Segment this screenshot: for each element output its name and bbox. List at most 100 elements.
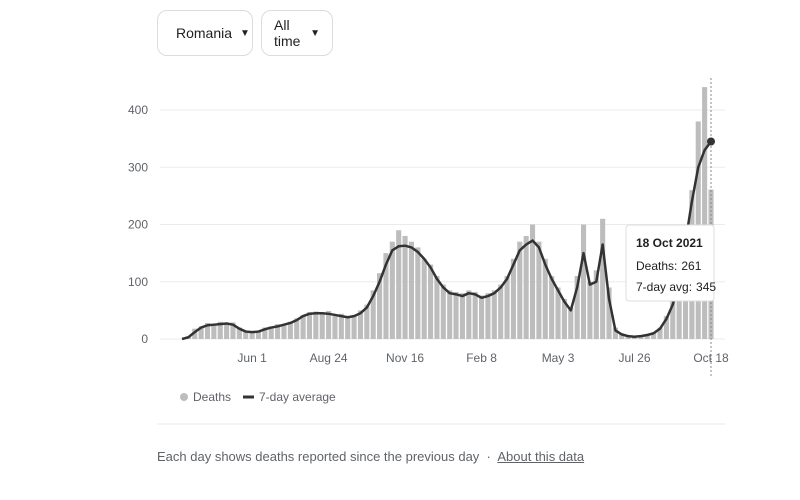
bar bbox=[561, 298, 567, 339]
y-tick-label: 300 bbox=[128, 160, 148, 174]
bar bbox=[428, 264, 434, 339]
y-tick-label: 200 bbox=[128, 218, 148, 232]
bar bbox=[421, 258, 427, 339]
y-tick-label: 400 bbox=[128, 103, 148, 117]
y-tick-label: 0 bbox=[141, 332, 148, 346]
bar bbox=[357, 310, 364, 339]
bar bbox=[593, 270, 599, 339]
bar bbox=[657, 327, 663, 339]
tooltip-avg-value: 345 bbox=[696, 280, 716, 294]
bar bbox=[459, 293, 465, 339]
country-dropdown[interactable]: Romania ▼ bbox=[157, 10, 253, 56]
x-tick-label: Jun 1 bbox=[237, 351, 267, 365]
bar bbox=[651, 332, 657, 339]
bar bbox=[408, 241, 414, 339]
tooltip-deaths: Deaths: 261 bbox=[636, 259, 702, 273]
bar bbox=[663, 316, 669, 339]
bar bbox=[332, 316, 338, 339]
bar bbox=[326, 310, 332, 339]
bar bbox=[249, 330, 255, 339]
bar bbox=[243, 332, 249, 339]
x-tick-label: Nov 16 bbox=[386, 351, 424, 365]
bar bbox=[217, 321, 223, 339]
bar bbox=[702, 87, 708, 339]
bar bbox=[568, 307, 574, 339]
legend-label: Deaths bbox=[193, 390, 231, 404]
bar bbox=[580, 224, 587, 339]
bar bbox=[536, 241, 542, 339]
bar bbox=[389, 241, 395, 339]
bar bbox=[204, 322, 211, 339]
bar bbox=[211, 325, 217, 339]
bar bbox=[268, 326, 274, 339]
bar bbox=[676, 276, 682, 339]
tooltip-avg: 7-day avg: 345 bbox=[636, 280, 716, 294]
bar bbox=[255, 332, 262, 339]
bar bbox=[510, 258, 516, 339]
bar bbox=[555, 287, 561, 339]
bar bbox=[351, 314, 357, 339]
bar bbox=[447, 290, 453, 339]
bar bbox=[275, 324, 281, 339]
x-tick-label: Aug 24 bbox=[310, 351, 348, 365]
bar bbox=[262, 327, 268, 339]
tooltip-avg-label: 7-day avg: bbox=[636, 280, 692, 294]
bar bbox=[517, 241, 523, 339]
x-tick-label: Jul 26 bbox=[619, 351, 651, 365]
bar bbox=[619, 333, 625, 339]
bar bbox=[644, 334, 650, 339]
bar bbox=[434, 276, 440, 339]
bar bbox=[383, 253, 389, 339]
x-tick-label: May 3 bbox=[542, 351, 575, 365]
footer: Each day shows deaths reported since the… bbox=[157, 449, 585, 464]
bar bbox=[542, 258, 548, 339]
country-label: Romania bbox=[176, 25, 233, 41]
bar bbox=[529, 224, 536, 339]
bar bbox=[498, 284, 504, 339]
hover-dot bbox=[707, 137, 715, 146]
bar bbox=[574, 276, 580, 339]
bar bbox=[440, 284, 446, 339]
bar bbox=[313, 311, 319, 339]
bar bbox=[587, 281, 593, 339]
bar bbox=[236, 327, 242, 339]
bar bbox=[600, 218, 606, 339]
range-dropdown[interactable]: All time ▼ bbox=[261, 10, 333, 56]
bar bbox=[670, 298, 676, 339]
bar bbox=[370, 290, 376, 339]
bar bbox=[606, 287, 612, 339]
bar bbox=[319, 312, 325, 339]
bar bbox=[192, 328, 198, 339]
bar bbox=[485, 293, 491, 339]
bar bbox=[300, 314, 306, 339]
bar bbox=[281, 325, 287, 339]
tooltip-deaths-value: 261 bbox=[681, 259, 701, 273]
bar bbox=[230, 322, 236, 339]
bar bbox=[466, 290, 472, 339]
bar bbox=[491, 290, 497, 339]
bar bbox=[549, 276, 555, 339]
bar bbox=[453, 292, 459, 339]
about-link[interactable]: About this data bbox=[497, 449, 585, 464]
bar bbox=[523, 235, 529, 339]
range-label: All time bbox=[274, 17, 301, 49]
bar bbox=[472, 292, 478, 339]
bar bbox=[345, 317, 351, 339]
footer-note: Each day shows deaths reported since the… bbox=[157, 449, 480, 464]
bar bbox=[224, 324, 230, 339]
legend-label: 7-day average bbox=[259, 390, 336, 404]
tooltip-deaths-label: Deaths: bbox=[636, 259, 677, 273]
bar bbox=[294, 318, 300, 339]
bar bbox=[287, 321, 293, 339]
bar bbox=[479, 295, 485, 339]
bar bbox=[504, 276, 510, 339]
tooltip bbox=[625, 224, 715, 302]
bar bbox=[415, 247, 421, 339]
bar bbox=[338, 313, 344, 339]
bar bbox=[396, 230, 402, 339]
avg-line bbox=[181, 140, 713, 341]
bar bbox=[612, 327, 618, 339]
bar bbox=[364, 304, 370, 339]
bar bbox=[306, 312, 313, 339]
